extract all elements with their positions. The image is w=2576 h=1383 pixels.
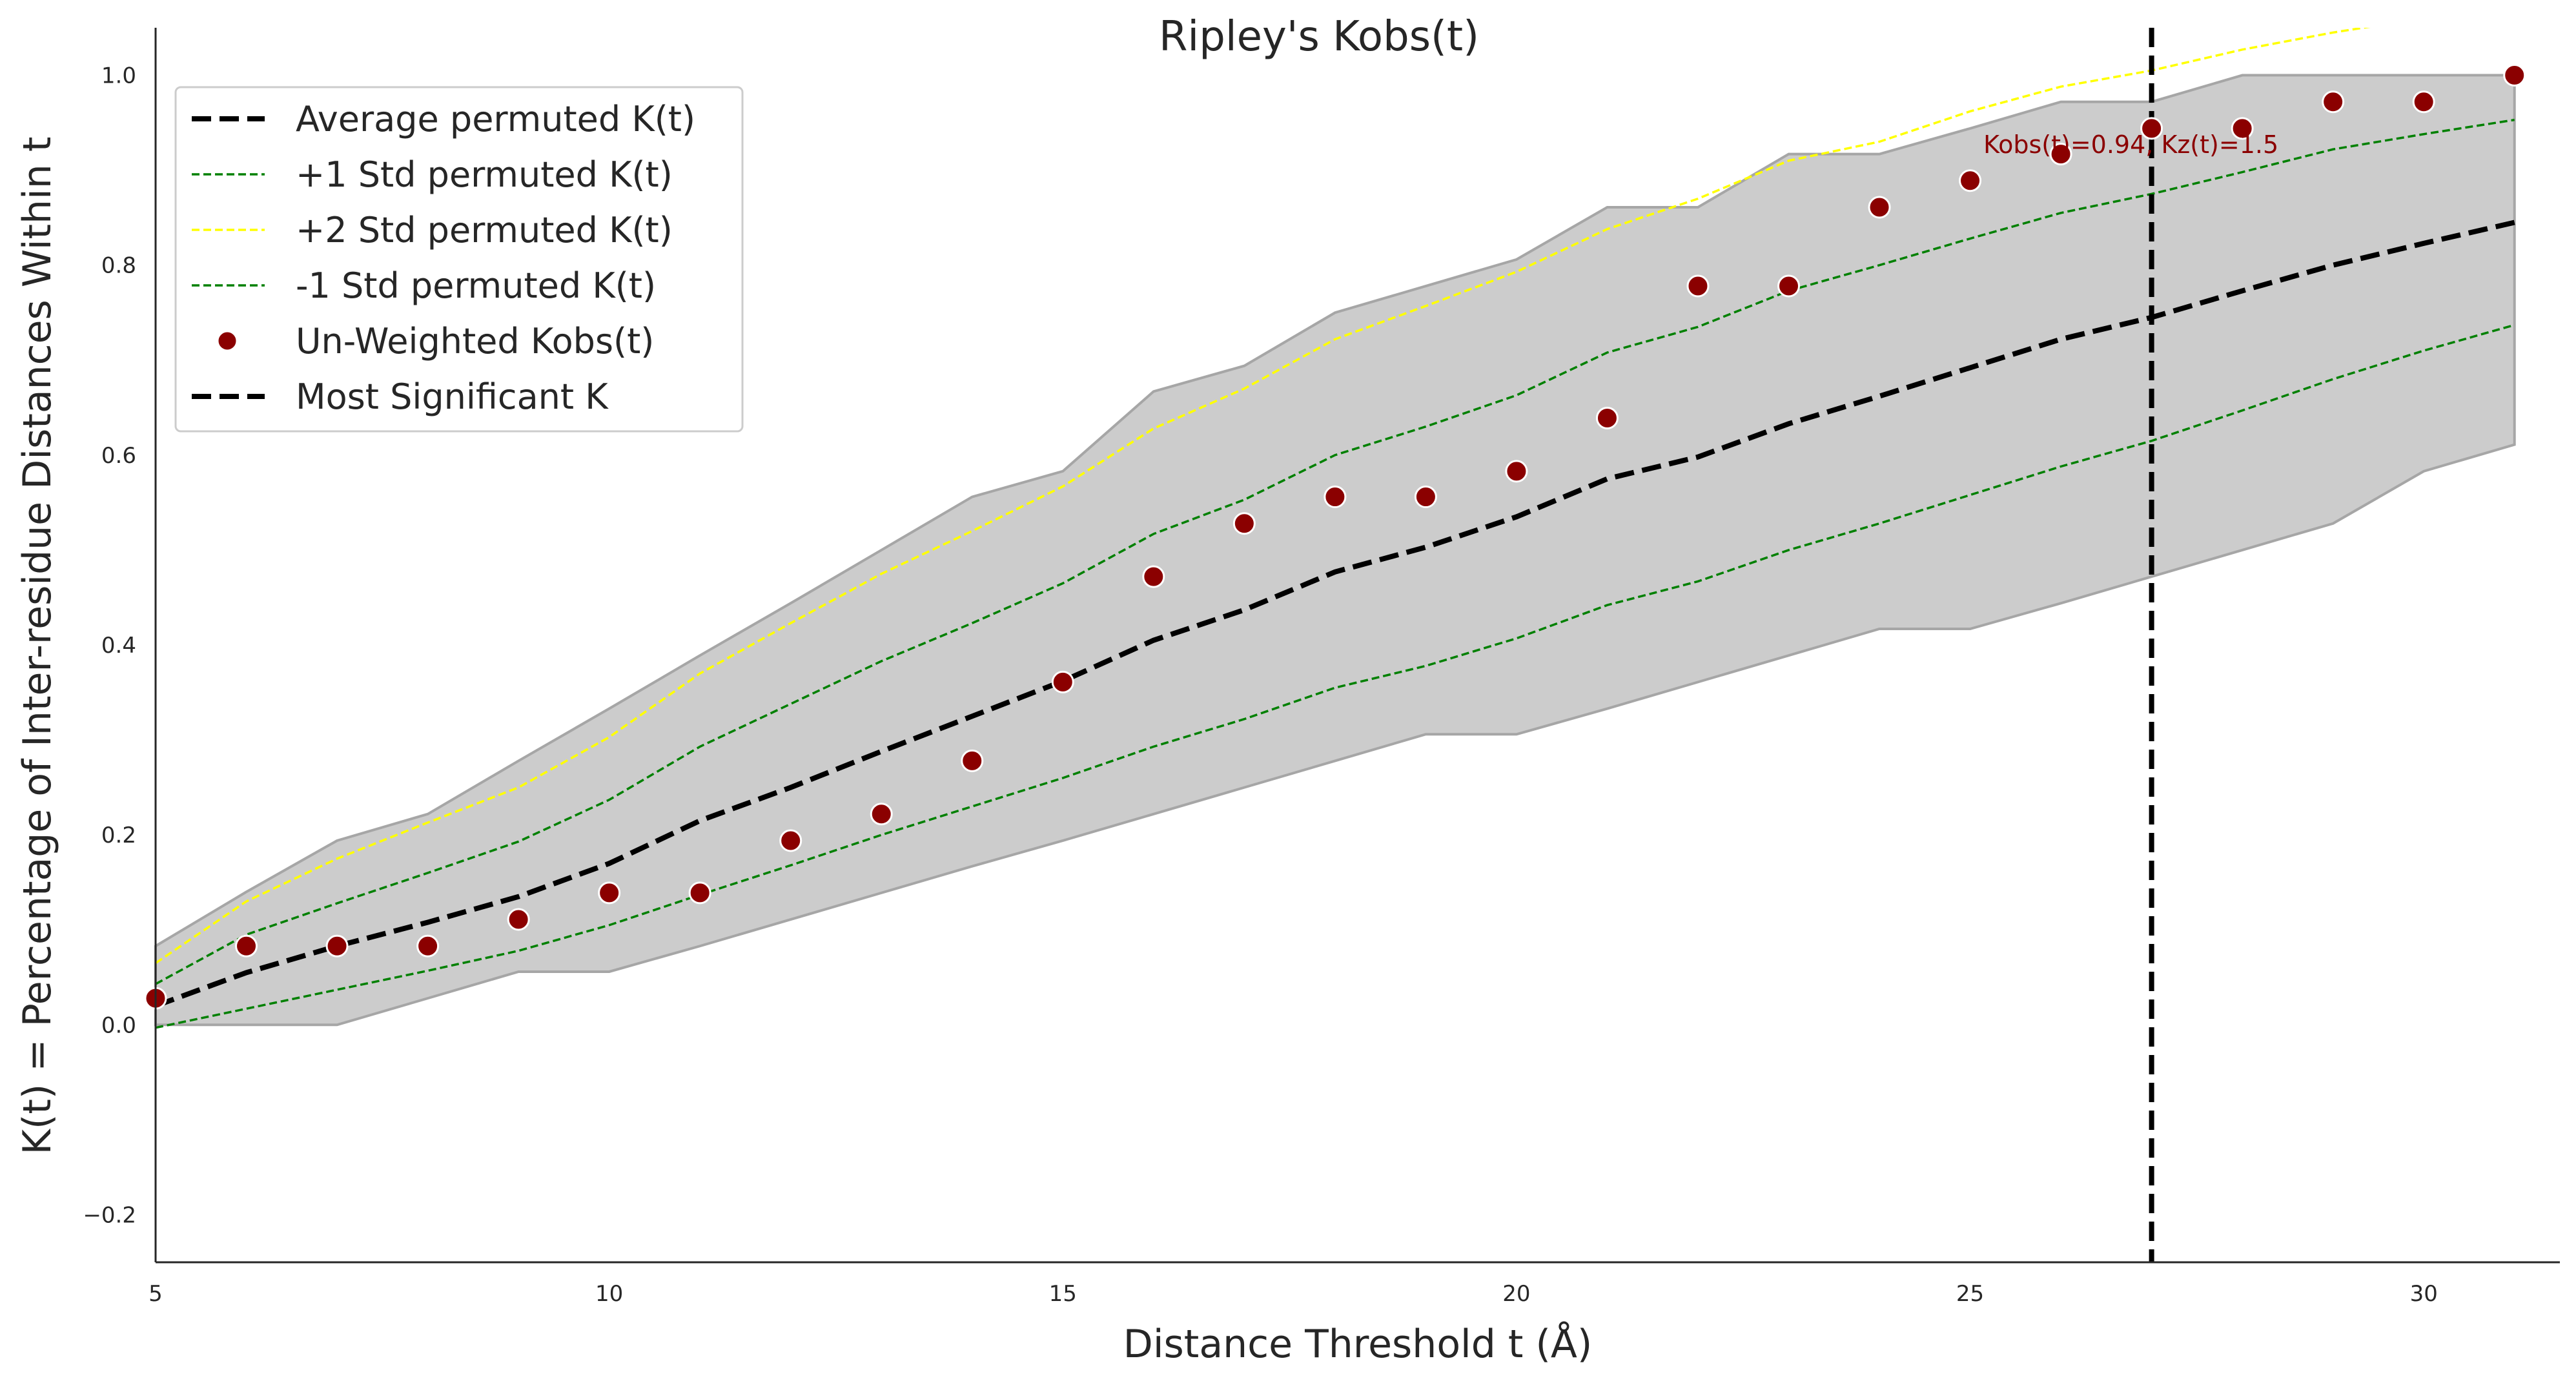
axes: 5 10 15 20 25 30 −0.2 0.0 0.2 0.4 0.6 0.8 1.0 <box>83 28 2560 1307</box>
plot-area: Kobs(t)=0.94, Kz(t)=1.5 <box>144 28 2526 1262</box>
x-tick-label: 15 <box>1049 1281 1077 1307</box>
x-tick-label: 10 <box>595 1281 623 1307</box>
kobs-point <box>416 934 440 958</box>
x-tick-label: 20 <box>1502 1281 1530 1307</box>
y-tick-label: 0.8 <box>101 253 136 279</box>
legend-label: Most Significant K <box>296 376 609 417</box>
kobs-point <box>688 881 711 905</box>
kobs-point <box>2049 143 2072 166</box>
legend-label: Un-Weighted Kobs(t) <box>296 321 654 362</box>
y-axis-label: K(t) = Percentage of Inter-residue Dista… <box>15 137 60 1155</box>
legend-items: Average permuted K(t) +1 Std permuted K(t… <box>192 99 695 417</box>
kobs-point <box>1324 486 1347 509</box>
kobs-point <box>2322 90 2345 114</box>
legend-item: +2 Std permuted K(t) <box>192 210 673 251</box>
x-tick-label: 25 <box>1956 1281 1984 1307</box>
y-tick-label: 0.0 <box>101 1012 136 1038</box>
legend: Average permuted K(t) +1 Std permuted K(t… <box>174 86 744 433</box>
y-tick-label: 0.4 <box>101 633 136 659</box>
kobs-point <box>1595 406 1619 429</box>
legend-label: +1 Std permuted K(t) <box>296 154 673 195</box>
y-tick-label: 0.2 <box>101 823 136 848</box>
series-line-2 <box>156 118 2515 985</box>
legend-item: +1 Std permuted K(t) <box>192 154 673 195</box>
kobs-point <box>507 908 530 931</box>
kobs-point <box>2412 90 2435 114</box>
kobs-point <box>598 881 621 905</box>
permutation-range-band <box>154 74 2516 1027</box>
x-axis-label: Distance Threshold t (Å) <box>1123 1321 1593 1367</box>
series-line-3 <box>156 28 2371 965</box>
kobs-point <box>779 829 802 852</box>
kobs-point <box>235 934 258 958</box>
legend-label: Average permuted K(t) <box>296 99 695 139</box>
x-tick-label: 5 <box>148 1281 163 1307</box>
legend-marker <box>216 330 238 352</box>
kobs-point <box>2503 64 2526 87</box>
legend-item: Un-Weighted Kobs(t) <box>216 321 654 362</box>
legend-label: -1 Std permuted K(t) <box>296 265 656 306</box>
kobs-point <box>2140 117 2163 140</box>
legend-item: Average permuted K(t) <box>192 99 695 139</box>
kobs-point <box>1959 169 1982 192</box>
kobs-point <box>1414 486 1437 509</box>
kobs-point <box>1686 274 1710 298</box>
chart-title: Ripley's Kobs(t) <box>1159 13 1479 61</box>
legend-item: -1 Std permuted K(t) <box>192 265 656 306</box>
kobs-point <box>1505 460 1528 483</box>
legend-label: +2 Std permuted K(t) <box>296 210 673 251</box>
kobs-point <box>870 803 893 826</box>
x-tick-label: 30 <box>2410 1281 2438 1307</box>
series-line-4 <box>156 323 2515 1029</box>
legend-frame <box>174 86 744 433</box>
kobs-annotation: Kobs(t)=0.94, Kz(t)=1.5 <box>1983 130 2278 159</box>
kobs-point <box>1868 196 1891 219</box>
kobs-point <box>1232 512 1256 535</box>
kobs-point <box>961 749 984 772</box>
y-tick-label: 1.0 <box>101 63 136 89</box>
kobs-point <box>2231 117 2254 140</box>
kobs-point <box>1777 274 1801 298</box>
series-line-1 <box>156 220 2515 1009</box>
kobs-point <box>1051 670 1074 693</box>
y-tick-label: 0.6 <box>101 443 136 469</box>
y-tick-label: −0.2 <box>83 1202 136 1228</box>
y-tick-labels: −0.2 0.0 0.2 0.4 0.6 0.8 1.0 <box>83 63 136 1229</box>
series-lines <box>156 28 2515 1029</box>
kobs-point <box>325 934 349 958</box>
kobs-point <box>1142 565 1165 588</box>
legend-item: Most Significant K <box>192 376 609 417</box>
kobs-scatter-points <box>144 64 2526 1010</box>
x-tick-labels: 5 10 15 20 25 30 <box>148 1281 2438 1307</box>
